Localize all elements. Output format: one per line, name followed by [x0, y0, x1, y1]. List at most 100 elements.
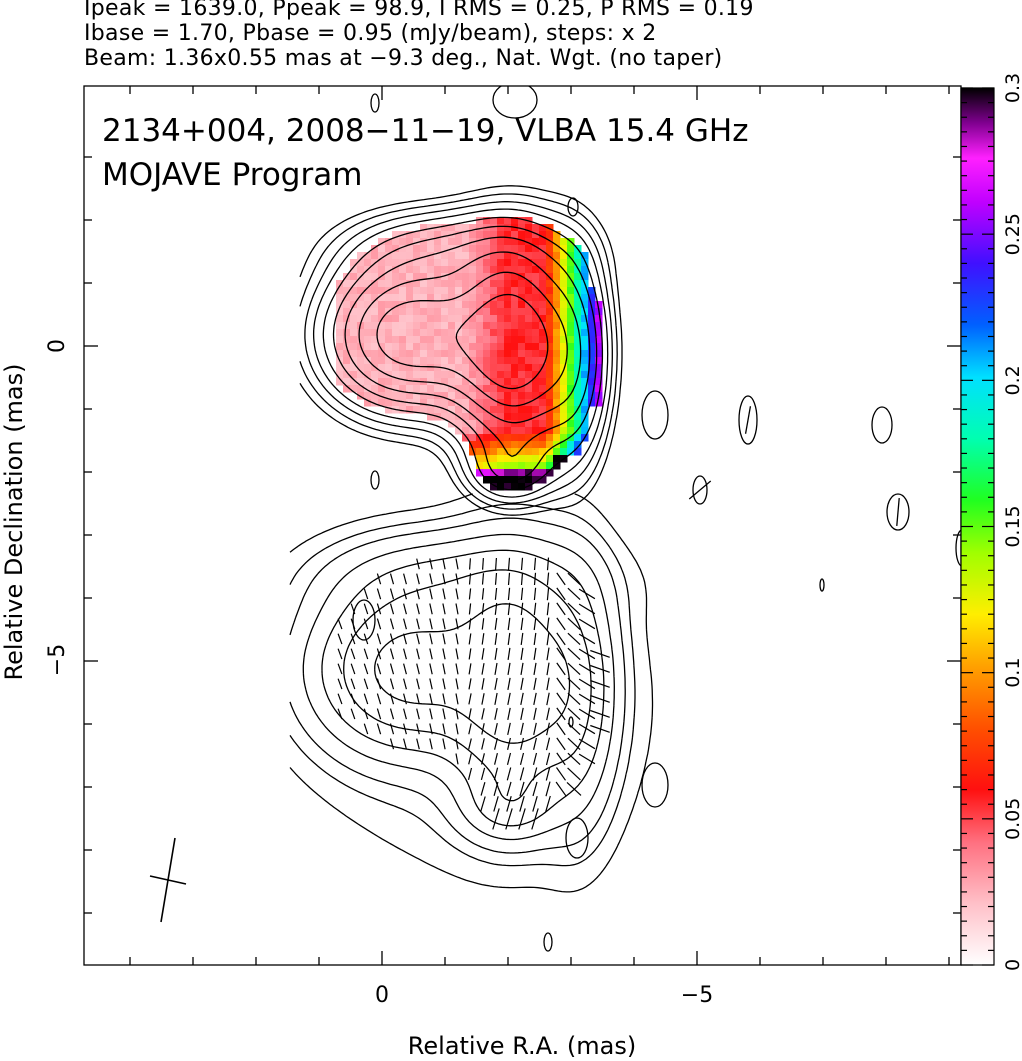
- heat-cell-202: [532, 266, 540, 274]
- heat-cell-953: [476, 413, 484, 421]
- heat-cell-6: [518, 217, 526, 225]
- heat-cell-396: [357, 308, 365, 316]
- heat-cell-582: [595, 336, 603, 344]
- heat-cell-1046: [497, 448, 505, 456]
- heat-cell-748: [427, 371, 435, 379]
- heat-cell-983: [546, 420, 554, 428]
- heat-cell-799: [518, 378, 526, 386]
- heat-cell-298: [455, 287, 463, 295]
- heat-cell-1048: [511, 448, 519, 456]
- heat-cell-848: [357, 392, 365, 400]
- heat-cell-1056: [567, 448, 575, 456]
- heat-cell-708: [413, 364, 421, 372]
- heat-cell-635: [434, 350, 442, 358]
- heat-cell-341: [497, 294, 505, 302]
- heat-cell-939: [539, 406, 547, 414]
- heat-cell-129: [497, 252, 505, 260]
- evpa-stick-174: [429, 693, 433, 705]
- evpa-stick-276: [532, 796, 538, 812]
- heat-cell-243: [574, 273, 582, 281]
- heat-cell-211: [350, 273, 358, 281]
- noise-contour-1: [492, 86, 538, 119]
- heat-cell-491: [490, 322, 498, 330]
- heat-cell-45: [518, 231, 526, 239]
- heat-cell-1054: [553, 448, 561, 456]
- heat-cell-1036: [539, 441, 547, 449]
- heat-cell-621: [336, 350, 344, 358]
- heat-cell-852: [385, 392, 393, 400]
- heat-cell-709: [420, 364, 428, 372]
- heat-cell-383: [532, 301, 540, 309]
- heat-cell-1087: [504, 469, 512, 477]
- evpa-stick-18: [468, 573, 472, 585]
- evpa-stick-77: [507, 617, 511, 631]
- heat-cell-907: [532, 399, 540, 407]
- evpa-stick-182: [533, 692, 537, 706]
- heat-cell-629: [392, 350, 400, 358]
- heat-cell-1022: [560, 434, 568, 442]
- heat-cell-616: [567, 343, 575, 351]
- evpa-stick-224: [556, 722, 566, 736]
- heat-cell-301: [476, 287, 484, 295]
- heat-cell-737: [350, 371, 358, 379]
- evpa-stick-152: [416, 678, 420, 690]
- heat-cell-588: [371, 343, 379, 351]
- heat-cell-898: [469, 399, 477, 407]
- evpa-stick-58: [520, 602, 524, 616]
- heat-cell-645: [504, 350, 512, 358]
- heat-cell-832: [490, 385, 498, 393]
- heat-cell-205: [553, 266, 561, 274]
- evpa-stick-33: [442, 588, 446, 600]
- heat-cell-934: [504, 406, 512, 414]
- heat-cell-463: [560, 315, 568, 323]
- noise-stick-2: [896, 497, 900, 527]
- heat-cell-310: [539, 287, 547, 295]
- heat-cell-783: [406, 378, 414, 386]
- heat-cell-130: [504, 252, 512, 260]
- heat-cell-417: [504, 308, 512, 316]
- evpa-stick-216: [455, 723, 459, 735]
- heat-cell-410: [455, 308, 463, 316]
- heat-cell-482: [427, 322, 435, 330]
- heat-cell-1035: [532, 441, 540, 449]
- heat-cell-133: [525, 252, 533, 260]
- evpa-stick-115: [481, 648, 485, 660]
- heat-cell-718: [483, 364, 491, 372]
- heat-cell-760: [511, 371, 519, 379]
- heat-cell-1049: [518, 448, 526, 456]
- heat-cell-703: [378, 364, 386, 372]
- evpa-stick-92: [442, 633, 446, 645]
- heat-cell-85: [413, 245, 421, 253]
- evpa-stick-23: [533, 572, 537, 586]
- heat-cell-922: [420, 406, 428, 414]
- heat-cell-20: [504, 224, 512, 232]
- heat-cell-822: [420, 385, 428, 393]
- colorbar-ticks: [961, 87, 994, 966]
- evpa-stick-133: [442, 663, 446, 675]
- heat-cell-273: [532, 280, 540, 288]
- heat-cell-195: [483, 266, 491, 274]
- heat-cell-1072: [483, 462, 491, 470]
- heat-cell-949: [448, 413, 456, 421]
- heat-cell-929: [469, 406, 477, 414]
- evpa-stick-69: [403, 618, 407, 630]
- evpa-stick-106: [363, 648, 369, 660]
- heat-cell-267: [490, 280, 498, 288]
- evpa-stick-20: [494, 572, 498, 585]
- heat-cell-685: [518, 357, 526, 365]
- evpa-stick-246: [481, 753, 485, 765]
- heat-cell-869: [504, 392, 512, 400]
- heat-cell-963: [546, 413, 554, 421]
- heat-cell-337: [469, 294, 477, 302]
- heat-cell-358: [357, 301, 365, 309]
- heat-cell-610: [525, 343, 533, 351]
- heat-cell-739: [364, 371, 372, 379]
- heat-cell-278: [567, 280, 575, 288]
- heat-cell-982: [539, 420, 547, 428]
- heat-cell-323: [371, 294, 379, 302]
- heat-cell-637: [448, 350, 456, 358]
- intensity-contours-bottom: [289, 493, 654, 893]
- heat-cell-43: [504, 231, 512, 239]
- heat-cell-307: [518, 287, 526, 295]
- heat-cell-27: [392, 231, 400, 239]
